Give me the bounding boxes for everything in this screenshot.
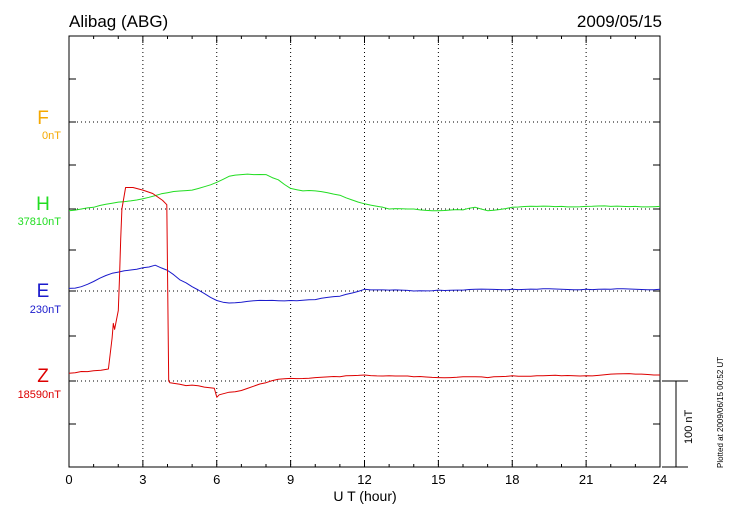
series-label-h: H bbox=[36, 194, 50, 215]
x-tick-label: 21 bbox=[579, 472, 593, 487]
series-label-f: F bbox=[37, 108, 49, 129]
x-tick-label: 9 bbox=[287, 472, 294, 487]
baseline-label-e: 230nT bbox=[30, 304, 61, 316]
plotted-at-note: Plotted at 2009/06/15 00:52 UT bbox=[716, 357, 725, 468]
baseline-label-f: 0nT bbox=[42, 130, 61, 142]
chart-title: Alibag (ABG) bbox=[69, 12, 168, 31]
x-tick-label: 24 bbox=[653, 472, 667, 487]
series-label-e: E bbox=[37, 281, 50, 302]
x-tick-labels: 0 3 6 9 12 15 18 21 24 bbox=[65, 472, 667, 487]
x-tick-label: 15 bbox=[431, 472, 445, 487]
series-line-h bbox=[68, 173, 661, 212]
x-tick-label: 0 bbox=[65, 472, 72, 487]
x-tick-label: 18 bbox=[505, 472, 519, 487]
chart-date: 2009/05/15 bbox=[577, 12, 662, 31]
x-tick-label: 6 bbox=[213, 472, 220, 487]
axis-ticks bbox=[68, 35, 661, 468]
x-tick-label: 3 bbox=[139, 472, 146, 487]
baseline-label-h: 37810nT bbox=[18, 216, 62, 228]
series-label-z: Z bbox=[37, 366, 49, 387]
scale-bar: 100 nT bbox=[662, 380, 695, 468]
baseline-label-z: 18590nT bbox=[18, 389, 62, 401]
x-axis-label: U T (hour) bbox=[333, 488, 396, 504]
scale-bar-label: 100 nT bbox=[683, 409, 695, 444]
series-lines bbox=[68, 173, 661, 398]
x-tick-label: 12 bbox=[357, 472, 371, 487]
series-line-z bbox=[68, 187, 660, 398]
grid-lines bbox=[69, 36, 660, 467]
